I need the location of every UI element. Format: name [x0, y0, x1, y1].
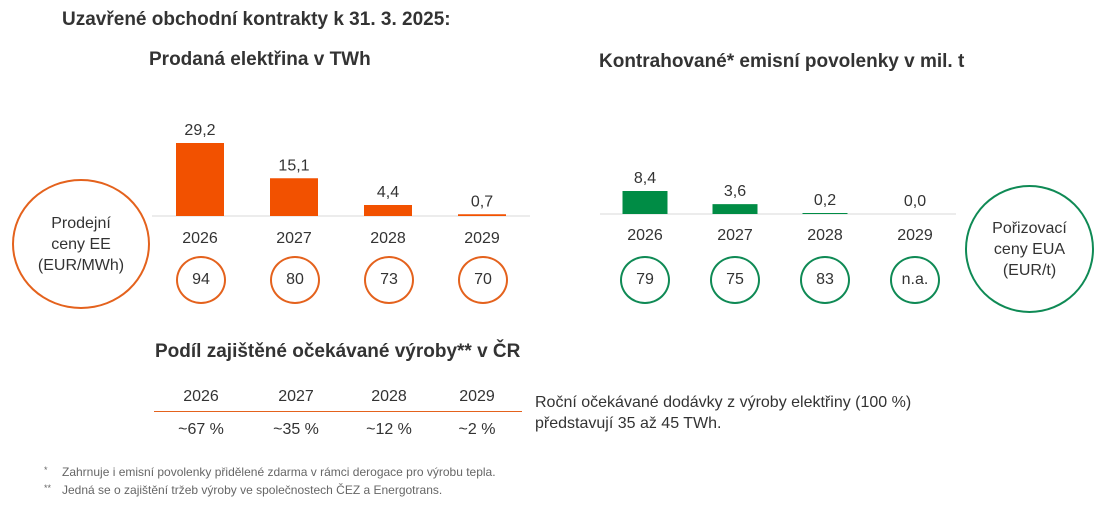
- electricity-price-circle: 70: [458, 256, 508, 304]
- footnote-text: Jedná se o zajištění tržeb výroby ve spo…: [62, 483, 443, 497]
- electricity-price-label-circle: Prodejní ceny EE (EUR/MWh): [12, 179, 150, 309]
- allowances-year-label: 2028: [807, 227, 843, 244]
- allowances-value-label: 8,4: [634, 170, 656, 187]
- footnote-1: * Zahrnuje i emisní povolenky přidělené z…: [44, 465, 496, 479]
- hedge-share-value: ~67 %: [178, 421, 224, 438]
- allowances-price-label-circle: Pořizovací ceny EUA (EUR/t): [965, 185, 1094, 313]
- allowances-bar-2027: [712, 204, 758, 214]
- electricity-chart-title: Prodaná elektřina v TWh: [149, 49, 371, 70]
- allowances-price-circle: 83: [800, 256, 850, 304]
- allowances-bar-2026: [622, 191, 668, 214]
- hedge-divider: [154, 411, 522, 412]
- electricity-price-label-line: Prodejní: [51, 214, 111, 232]
- allowances-price-circle: 75: [710, 256, 760, 304]
- electricity-value-label: 4,4: [377, 184, 399, 201]
- electricity-bar-2027: [270, 178, 318, 216]
- electricity-price-circle: 73: [364, 256, 414, 304]
- hedge-share-value: ~35 %: [273, 421, 319, 438]
- footnote-text: Zahrnuje i emisní povolenky přidělené zd…: [62, 465, 496, 479]
- page-title: Uzavřené obchodní kontrakty k 31. 3. 202…: [62, 9, 451, 30]
- allowances-value-label: 3,6: [724, 183, 746, 200]
- allowances-year-label: 2027: [717, 227, 753, 244]
- footnote-mark: **: [44, 483, 52, 493]
- electricity-bar-2028: [364, 205, 412, 216]
- allowances-bar-2028: [802, 213, 848, 214]
- electricity-bar-2029: [458, 214, 506, 216]
- hedge-year-label: 2026: [183, 388, 219, 405]
- allowances-price-label-line: Pořizovací: [992, 219, 1067, 237]
- electricity-year-label: 2029: [464, 230, 500, 247]
- hedge-note: Roční očekávané dodávky z výroby elektři…: [535, 392, 911, 434]
- allowances-price-circle: n.a.: [890, 256, 940, 304]
- hedge-year-label: 2029: [459, 388, 495, 405]
- hedge-share-value: ~2 %: [458, 421, 496, 438]
- allowances-price-circle: 79: [620, 256, 670, 304]
- hedge-section-title: Podíl zajištěné očekávané výroby** v ČR: [155, 341, 521, 362]
- electricity-price-circle: 80: [270, 256, 320, 304]
- hedge-year-label: 2028: [371, 388, 407, 405]
- allowances-year-label: 2029: [897, 227, 933, 244]
- allowances-price-label-line: (EUR/t): [1002, 261, 1057, 279]
- allowances-value-label: 0,0: [904, 193, 926, 210]
- electricity-value-label: 15,1: [278, 157, 309, 174]
- electricity-price-label-line: (EUR/MWh): [37, 256, 125, 274]
- electricity-year-label: 2026: [182, 230, 218, 247]
- allowances-chart-title: Kontrahované* emisní povolenky v mil. t: [599, 51, 965, 72]
- electricity-bar-chart: 29,2 15,1 4,4 0,7: [152, 122, 530, 217]
- electricity-value-label: 29,2: [184, 122, 215, 139]
- electricity-value-label: 0,7: [471, 193, 493, 210]
- electricity-price-circle: 94: [176, 256, 226, 304]
- hedge-share-value: ~12 %: [366, 421, 412, 438]
- electricity-year-label: 2028: [370, 230, 406, 247]
- hedge-note-line: představují 35 až 45 TWh.: [535, 415, 722, 432]
- allowances-bar-chart: 8,4 3,6 0,2 0,0: [600, 170, 956, 215]
- allowances-price-label-line: ceny EUA: [993, 240, 1066, 258]
- hedge-year-label: 2027: [278, 388, 314, 405]
- footnote-mark: *: [44, 465, 48, 475]
- electricity-price-label-line: ceny EE: [51, 235, 111, 253]
- electricity-bar-2026: [176, 143, 224, 216]
- allowances-value-label: 0,2: [814, 192, 836, 209]
- electricity-year-label: 2027: [276, 230, 312, 247]
- allowances-year-label: 2026: [627, 227, 663, 244]
- hedge-note-line: Roční očekávané dodávky z výroby elektři…: [535, 394, 912, 411]
- footnote-2: ** Jedná se o zajištění tržeb výroby ve s…: [44, 483, 442, 497]
